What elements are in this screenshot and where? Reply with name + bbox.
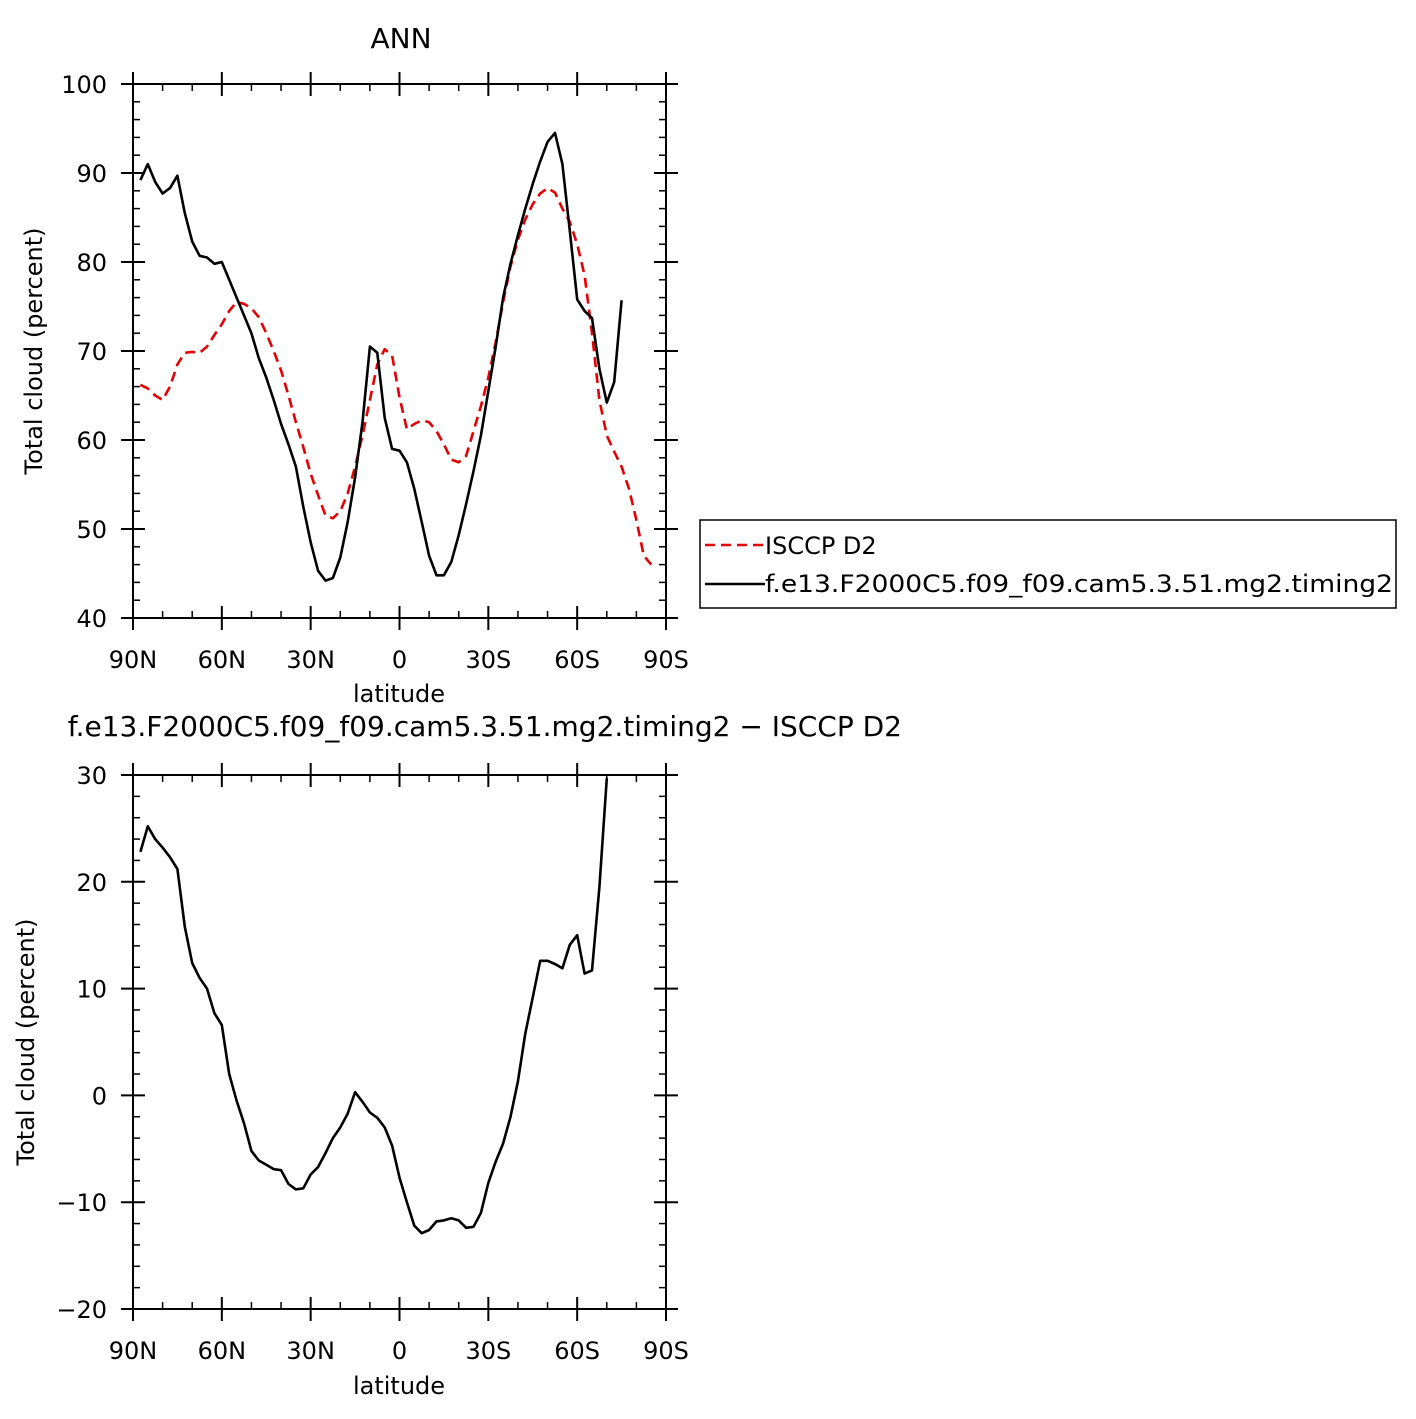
- top-x-tick-label: 90S: [643, 646, 689, 674]
- top-y-tick-label: 90: [76, 160, 107, 188]
- bottom-x-axis: 90N 60N 30N 0 30S 60S 90S: [109, 763, 689, 1365]
- bottom-y-axis: −20 −10 0 10 20 30: [56, 762, 678, 1324]
- legend-label-isccp: ISCCP D2: [765, 532, 877, 560]
- top-y-axis-label: Total cloud (percent): [20, 228, 48, 476]
- bottom-y-axis-label: Total cloud (percent): [12, 919, 40, 1167]
- top-series-layer: [139, 131, 653, 582]
- bottom-x-tick-label: 90S: [643, 1337, 689, 1365]
- top-y-tick-label: 50: [76, 516, 107, 544]
- bottom-y-tick-label: 0: [92, 1082, 107, 1110]
- bottom-x-tick-label: 90N: [109, 1337, 158, 1365]
- top-x-tick-label: 90N: [109, 646, 158, 674]
- bottom-y-minor-ticks: [133, 795, 666, 1289]
- top-y-tick-label: 40: [76, 605, 107, 633]
- bottom-series-layer: [139, 778, 609, 1235]
- top-x-axis-label: latitude: [353, 680, 445, 708]
- top-y-minor-ticks: [133, 101, 666, 601]
- top-series-line-1: [139, 131, 623, 582]
- top-y-tick-label: 70: [76, 338, 107, 366]
- bottom-plot-frame: [132, 774, 667, 1310]
- bottom-series-line-0: [139, 778, 609, 1235]
- bottom-panel: f.e13.F2000C5.f09_f09.cam5.3.51.mg2.timi…: [12, 710, 902, 1400]
- top-chart-title: ANN: [370, 22, 431, 55]
- top-y-tick-label: 100: [61, 71, 107, 99]
- top-x-tick-label: 60S: [554, 646, 600, 674]
- legend-label-model: f.e13.F2000C5.f09_f09.cam5.3.51.mg2.timi…: [765, 570, 1393, 598]
- top-y-tick-label: 60: [76, 427, 107, 455]
- bottom-chart-title: f.e13.F2000C5.f09_f09.cam5.3.51.mg2.timi…: [68, 710, 902, 743]
- top-plot-frame: [132, 83, 667, 619]
- legend: ISCCP D2 f.e13.F2000C5.f09_f09.cam5.3.51…: [699, 519, 1397, 609]
- bottom-y-tick-label: 20: [76, 869, 107, 897]
- bottom-y-tick-label: −20: [56, 1296, 107, 1324]
- bottom-y-tick-label: 30: [76, 762, 107, 790]
- bottom-x-tick-label: 0: [392, 1337, 407, 1365]
- bottom-x-tick-label: 30N: [286, 1337, 335, 1365]
- top-y-tick-label: 80: [76, 249, 107, 277]
- bottom-y-tick-label: 10: [76, 976, 107, 1004]
- bottom-y-tick-label: −10: [56, 1189, 107, 1217]
- bottom-x-tick-label: 30S: [465, 1337, 511, 1365]
- top-x-tick-label: 30S: [465, 646, 511, 674]
- bottom-x-tick-label: 60S: [554, 1337, 600, 1365]
- legend-box: [699, 519, 1397, 609]
- bottom-x-axis-label: latitude: [353, 1372, 445, 1400]
- bottom-x-tick-label: 60N: [198, 1337, 247, 1365]
- top-x-tick-label: 0: [392, 646, 407, 674]
- top-x-tick-label: 30N: [286, 646, 335, 674]
- top-x-axis: 90N 60N 30N 0 30S 60S 90S: [109, 72, 689, 674]
- top-x-tick-label: 60N: [198, 646, 247, 674]
- top-series-line-0: [139, 186, 653, 566]
